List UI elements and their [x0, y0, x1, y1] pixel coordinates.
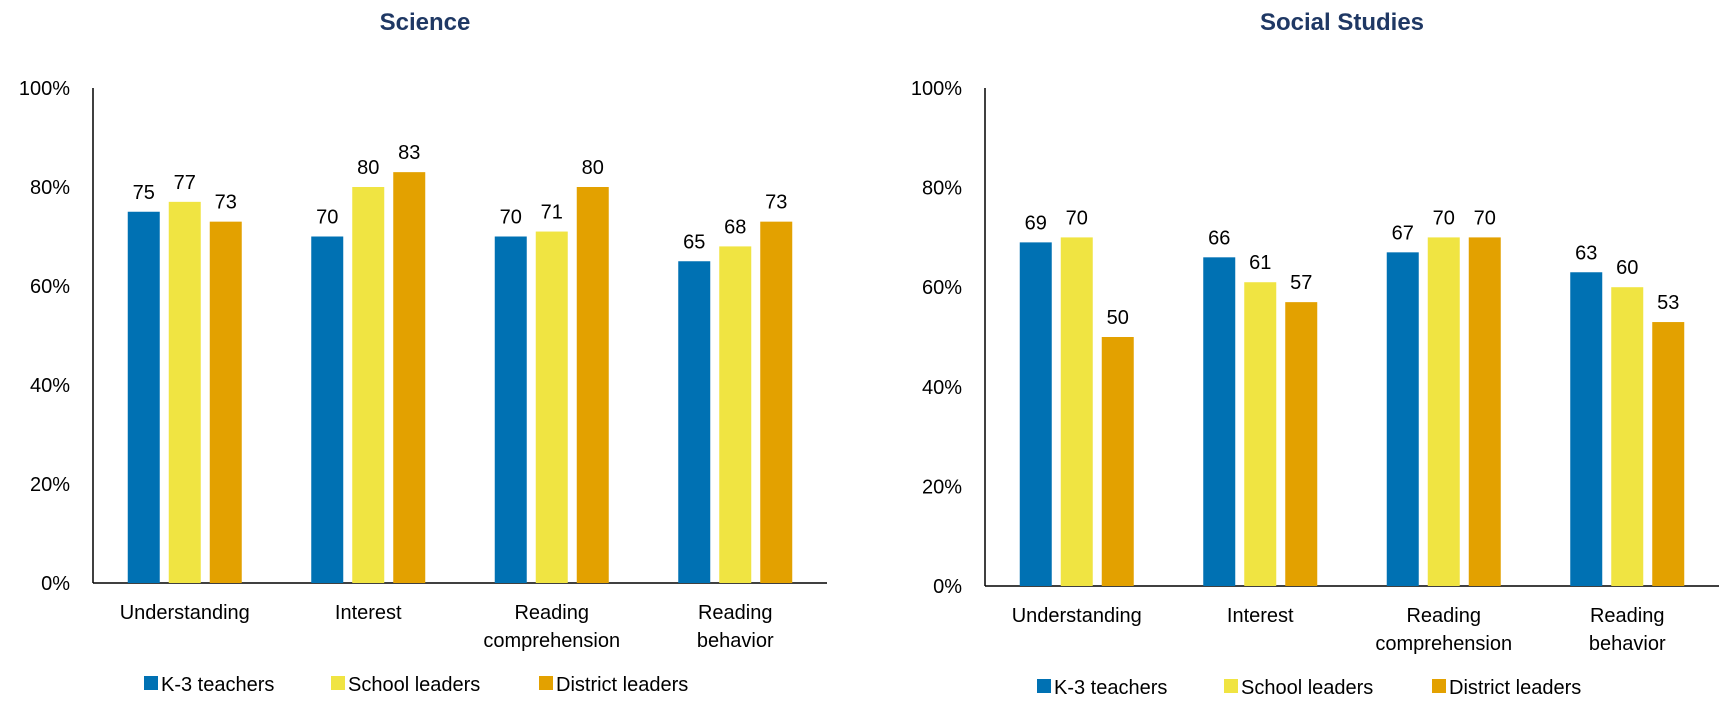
data-label: 63	[1575, 242, 1597, 264]
bar	[352, 187, 385, 583]
y-tick-label: 100%	[911, 78, 962, 100]
data-label: 53	[1657, 292, 1679, 314]
bar	[127, 211, 160, 583]
legend-swatch	[144, 676, 158, 690]
data-label: 80	[582, 157, 604, 179]
data-label: 70	[500, 207, 522, 229]
bar	[494, 236, 527, 583]
x-tick-label: Interest	[335, 602, 402, 624]
bar	[1386, 252, 1419, 586]
legend-swatch	[1037, 679, 1051, 693]
x-tick-label: Interest	[1227, 605, 1294, 627]
data-label: 73	[765, 192, 787, 214]
data-label: 70	[316, 207, 338, 229]
legend-label: School leaders	[1241, 677, 1373, 699]
bar	[760, 221, 793, 583]
bar	[576, 187, 609, 583]
x-tick-label: Reading	[514, 602, 589, 624]
data-label: 71	[541, 202, 563, 224]
legend-label: K-3 teachers	[1054, 677, 1167, 699]
bar	[1570, 272, 1603, 586]
bar	[1244, 282, 1277, 586]
chart-title: Science	[380, 9, 471, 36]
legend-label: School leaders	[348, 674, 480, 696]
data-label: 70	[1066, 207, 1088, 229]
x-tick-label: Understanding	[120, 602, 250, 624]
bar	[1060, 237, 1093, 586]
y-tick-label: 60%	[30, 276, 70, 298]
x-tick-label: Reading	[1406, 605, 1481, 627]
data-label: 50	[1107, 307, 1129, 329]
bar	[1611, 287, 1644, 586]
data-label: 75	[133, 182, 155, 204]
bar	[168, 201, 201, 583]
bar	[393, 172, 426, 583]
y-tick-label: 100%	[19, 78, 70, 100]
chart-panel-1: Science 0% 20% 40% 60% 80% 100% 75 77 73 Understan…	[19, 9, 827, 696]
y-tick-label: 20%	[922, 476, 962, 498]
data-label: 57	[1290, 272, 1312, 294]
data-label: 65	[683, 231, 705, 253]
bar	[1101, 337, 1134, 586]
bar	[1652, 322, 1685, 586]
x-tick-label: behavior	[1589, 633, 1666, 655]
y-tick-label: 40%	[922, 377, 962, 399]
bar	[719, 246, 752, 583]
bar	[209, 221, 242, 583]
data-label: 70	[1433, 207, 1455, 229]
data-label: 77	[174, 172, 196, 194]
data-label: 66	[1208, 227, 1230, 249]
legend-swatch	[1224, 679, 1238, 693]
legend-label: District leaders	[556, 674, 688, 696]
y-tick-label: 0%	[933, 576, 962, 598]
legend-swatch	[1432, 679, 1446, 693]
data-label: 83	[398, 142, 420, 164]
data-label: 68	[724, 216, 746, 238]
x-tick-label: Reading	[698, 602, 773, 624]
y-tick-label: 40%	[30, 375, 70, 397]
data-label: 67	[1392, 222, 1414, 244]
data-label: 69	[1025, 212, 1047, 234]
x-tick-label: Reading	[1590, 605, 1665, 627]
data-label: 60	[1616, 257, 1638, 279]
x-tick-label: comprehension	[1375, 633, 1512, 655]
x-tick-label: behavior	[697, 630, 774, 652]
bar	[1019, 242, 1052, 586]
bar	[1285, 302, 1318, 586]
chart-panel-2: Social Studies 0% 20% 40% 60% 80% 100% 69 70 50 Un…	[911, 9, 1719, 699]
bar	[311, 236, 344, 583]
legend-swatch	[539, 676, 553, 690]
legend-label: District leaders	[1449, 677, 1581, 699]
bar	[1427, 237, 1460, 586]
legend-label: K-3 teachers	[161, 674, 274, 696]
y-tick-label: 80%	[30, 177, 70, 199]
x-tick-label: Understanding	[1012, 605, 1142, 627]
y-tick-label: 60%	[922, 277, 962, 299]
data-label: 80	[357, 157, 379, 179]
y-tick-label: 20%	[30, 474, 70, 496]
bar	[1468, 237, 1501, 586]
y-tick-label: 80%	[922, 178, 962, 200]
data-label: 61	[1249, 252, 1271, 274]
bar	[678, 261, 711, 583]
legend-swatch	[331, 676, 345, 690]
data-label: 73	[215, 192, 237, 214]
chart-title: Social Studies	[1260, 9, 1424, 36]
bar	[535, 231, 568, 584]
data-label: 70	[1474, 207, 1496, 229]
x-tick-label: comprehension	[483, 630, 620, 652]
bar	[1203, 257, 1236, 586]
y-tick-label: 0%	[41, 573, 70, 595]
